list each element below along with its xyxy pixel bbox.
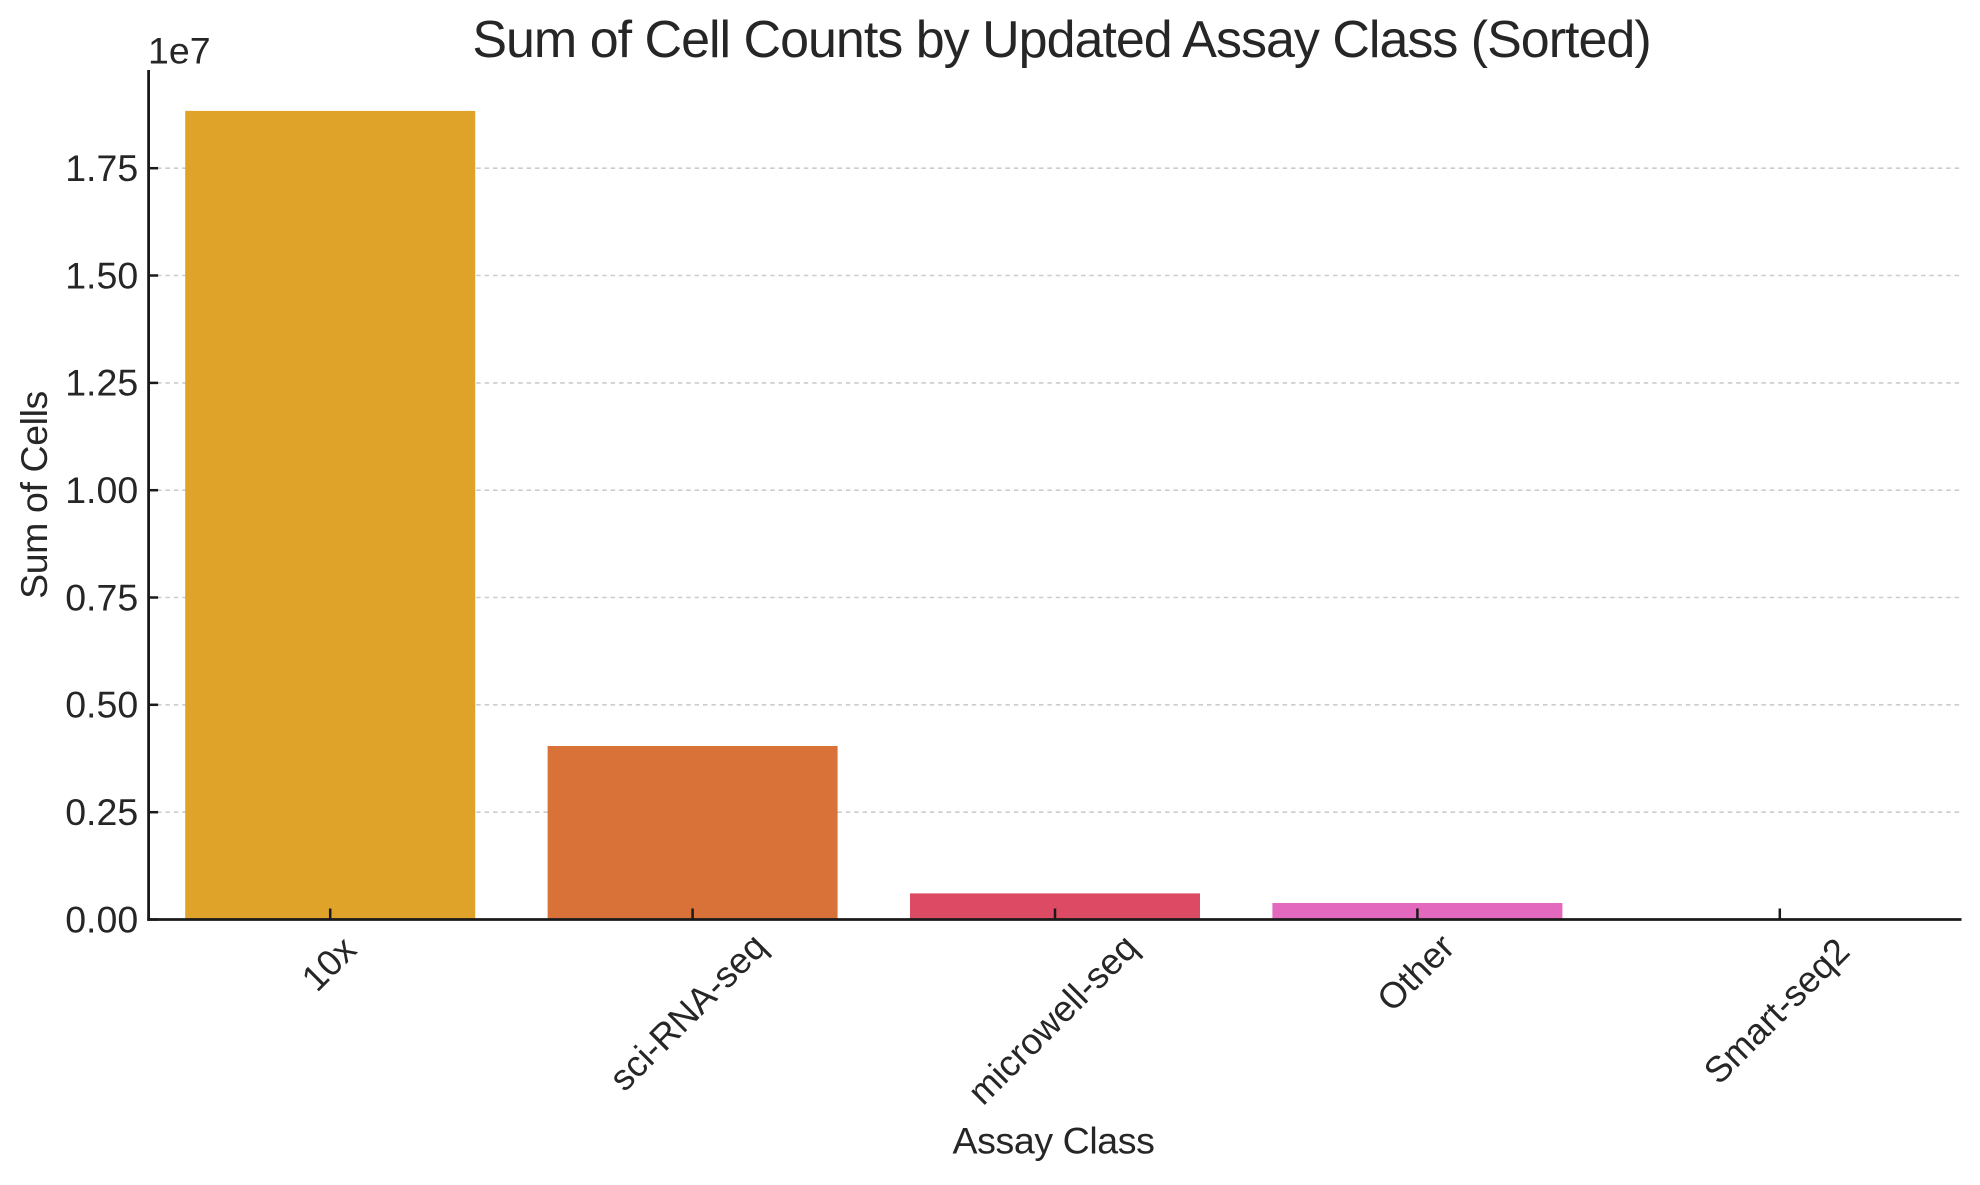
svg-text:1.75: 1.75 [65,147,138,189]
svg-text:1.00: 1.00 [65,469,138,511]
svg-text:Assay Class: Assay Class [953,1120,1155,1162]
svg-text:0.00: 0.00 [65,898,138,940]
svg-text:Sum of Cell Counts by Updated: Sum of Cell Counts by Updated Assay Clas… [472,11,1650,69]
svg-text:1.25: 1.25 [65,362,138,404]
svg-text:Sum of Cells: Sum of Cells [13,391,55,599]
svg-text:0.25: 0.25 [65,791,138,833]
svg-text:1e7: 1e7 [148,29,211,71]
svg-text:1.50: 1.50 [65,254,138,296]
svg-text:0.75: 0.75 [65,576,138,618]
svg-text:0.50: 0.50 [65,684,138,726]
